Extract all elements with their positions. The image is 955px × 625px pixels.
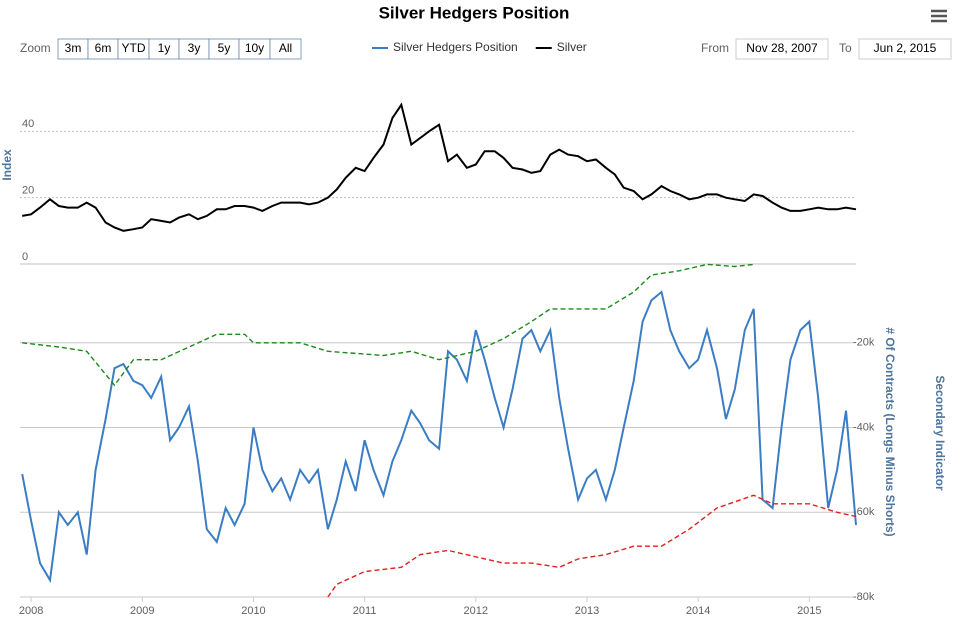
y2-tick-label: -40k xyxy=(853,421,875,433)
x-tick-label: 2010 xyxy=(241,605,265,617)
from-label: From xyxy=(701,41,729,55)
zoom-button-label[interactable]: 10y xyxy=(245,41,264,55)
zoom-button-label[interactable]: YTD xyxy=(122,41,146,55)
from-input[interactable] xyxy=(735,38,829,60)
y2-tick-label: -60k xyxy=(853,506,875,518)
zoom-button-label[interactable]: All xyxy=(279,41,292,55)
x-tick-label: 2014 xyxy=(686,605,710,617)
zoom-button[interactable] xyxy=(269,38,302,60)
y-tick-label: 40 xyxy=(22,118,34,130)
y2-axis-title: # Of Contracts (Longs Minus Shorts) xyxy=(883,327,897,536)
y-tick-label: 0 xyxy=(22,251,28,263)
x-tick-label: 2012 xyxy=(464,605,488,617)
series-line xyxy=(21,290,857,584)
legend-label[interactable]: Silver Hedgers Position xyxy=(393,40,518,54)
zoom-button-label[interactable]: 1y xyxy=(158,41,171,55)
x-tick-label: 2009 xyxy=(130,605,154,617)
zoom-button-label[interactable]: 3m xyxy=(65,41,82,55)
zoom-label: Zoom xyxy=(20,41,51,55)
to-date[interactable]: Jun 2, 2015 xyxy=(874,41,937,55)
x-tick-label: 2011 xyxy=(353,605,377,617)
from-date[interactable]: Nov 28, 2007 xyxy=(746,41,818,55)
x-tick-label: 2013 xyxy=(575,605,599,617)
series-line xyxy=(327,494,857,598)
series-line xyxy=(22,263,754,387)
y2-secondary-title: Secondary Indicator xyxy=(933,375,947,491)
y2-tick-label: -20k xyxy=(853,337,875,349)
y2-tick-label: -80k xyxy=(853,591,875,603)
legend-label[interactable]: Silver xyxy=(557,40,587,54)
y-tick-label: 20 xyxy=(22,185,34,197)
series-line xyxy=(22,102,857,232)
chart-title: Silver Hedgers Position xyxy=(379,3,570,22)
x-tick-label: 2015 xyxy=(797,605,821,617)
x-tick-label: 2008 xyxy=(19,605,43,617)
to-label: To xyxy=(839,41,852,55)
zoom-button-label[interactable]: 3y xyxy=(188,41,201,55)
zoom-button-label[interactable]: 5y xyxy=(218,41,231,55)
zoom-button-label[interactable]: 6m xyxy=(95,41,112,55)
menu-button[interactable] xyxy=(926,5,952,27)
y-axis-title: Index xyxy=(0,149,14,181)
to-input[interactable] xyxy=(858,38,952,60)
